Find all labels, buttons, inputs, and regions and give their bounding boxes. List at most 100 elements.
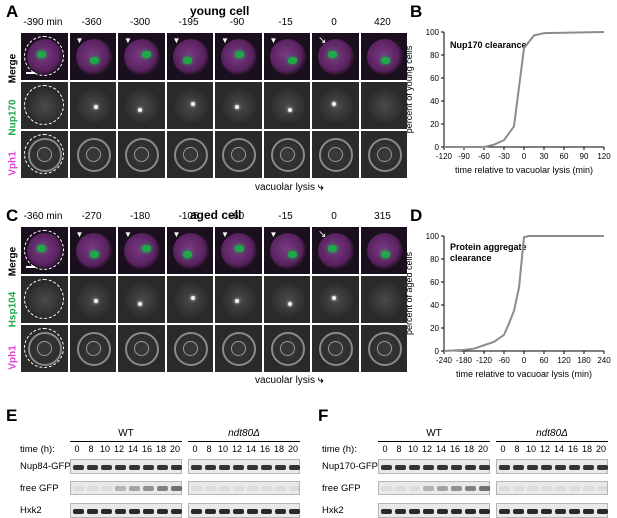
- blot-band: [380, 508, 392, 514]
- blot-band: [554, 464, 566, 470]
- blot-band: [394, 464, 406, 470]
- chart-title: clearance: [450, 253, 492, 263]
- blot-band: [464, 464, 476, 470]
- lane-number: 12: [113, 444, 124, 454]
- blot-band: [128, 508, 140, 514]
- hook-arrow-icon: ⤷: [317, 182, 324, 193]
- lane-number: 20: [169, 444, 180, 454]
- blot-band: [394, 508, 406, 514]
- micrograph-vph1: [214, 324, 263, 373]
- y-tick-label: 100: [426, 28, 440, 37]
- blot-band: [86, 508, 98, 514]
- micrograph-merge: ▼: [117, 32, 166, 81]
- arrowhead-icon: ▼: [221, 230, 229, 239]
- micrograph-gfp: [262, 81, 311, 130]
- blot-strip: [188, 503, 300, 518]
- scale-bar: [26, 72, 35, 74]
- blot-band: [526, 464, 538, 470]
- lane-number: 0: [74, 444, 80, 454]
- blot-band: [540, 508, 552, 514]
- x-tick-label: 90: [580, 152, 589, 161]
- x-tick-label: 0: [522, 356, 527, 365]
- micrograph-merge: ▼: [214, 226, 263, 275]
- micrograph-vph1: [359, 130, 408, 179]
- hook-arrow-icon: ⤷: [317, 375, 324, 386]
- blot-band: [498, 508, 510, 514]
- blot-band: [128, 464, 140, 470]
- blot-band: [218, 486, 230, 491]
- panel-a-title: young cell: [190, 4, 250, 18]
- micrograph-merge: ▼: [262, 32, 311, 81]
- y-axis-label: percent of young cells: [404, 45, 414, 133]
- arrowhead-icon: ▼: [221, 36, 229, 45]
- lane-number: 8: [396, 444, 402, 454]
- micrograph-merge: ▼: [68, 32, 117, 81]
- blot-band: [554, 508, 566, 514]
- time-label: -360: [81, 17, 102, 28]
- blot-band: [450, 464, 462, 470]
- scale-bar: [26, 266, 35, 268]
- lane-number: 14: [553, 444, 564, 454]
- x-tick-label: -60: [478, 152, 490, 161]
- blot-band: [394, 486, 406, 491]
- lane-number: 18: [155, 444, 166, 454]
- group-underline: [496, 441, 608, 442]
- x-tick-label: 30: [540, 152, 549, 161]
- lane-number: 12: [539, 444, 550, 454]
- micrograph-vph1: [20, 130, 69, 179]
- lane-number: 18: [581, 444, 592, 454]
- lane-number: 18: [273, 444, 284, 454]
- blot-band: [156, 464, 168, 470]
- blot-band: [596, 486, 608, 491]
- blot-band: [260, 508, 272, 514]
- micrograph-gfp: [214, 81, 263, 130]
- micrograph-merge: ▼: [68, 226, 117, 275]
- micrograph-gfp: [68, 81, 117, 130]
- lane-number: 20: [595, 444, 606, 454]
- lane-number: 20: [477, 444, 488, 454]
- blot-band: [260, 464, 272, 470]
- blot-band: [512, 486, 524, 491]
- blot-band: [408, 486, 420, 491]
- blot-band: [190, 508, 202, 514]
- blot-row-label: Nup170-GFP: [322, 461, 378, 472]
- x-tick-label: 60: [560, 152, 569, 161]
- blot-strip: [378, 503, 490, 518]
- blot-strip: [378, 481, 490, 495]
- arrowhead-icon: ▼: [75, 36, 84, 45]
- arrowhead-icon: ▼: [75, 230, 84, 239]
- blot-band: [288, 486, 300, 491]
- micrograph-vph1: [117, 130, 166, 179]
- blot-band: [232, 486, 244, 491]
- time-label: -390 min: [23, 17, 63, 28]
- group-underline: [188, 441, 300, 442]
- blot-band: [464, 508, 476, 514]
- blot-band: [596, 464, 608, 470]
- blot-band: [114, 486, 126, 491]
- blot-band: [436, 508, 448, 514]
- blot-band: [170, 508, 182, 514]
- panel-a-lysis-text: vacuolar lysis: [255, 182, 316, 193]
- blot-strip: [188, 459, 300, 474]
- y-tick-label: 20: [430, 324, 439, 333]
- blot-band: [526, 508, 538, 514]
- blot-band: [274, 486, 286, 491]
- panel-a-row-merge: Merge: [7, 53, 19, 84]
- blot-band: [582, 486, 594, 491]
- micrograph-vph1: [165, 130, 214, 179]
- blot-band: [540, 464, 552, 470]
- blot-band: [436, 486, 448, 491]
- blot-row-label: Hxk2: [20, 505, 42, 516]
- blot-band: [380, 486, 392, 491]
- micrograph-merge: [20, 226, 69, 275]
- micrograph-merge: [359, 32, 408, 81]
- blot-band: [232, 464, 244, 470]
- y-tick-label: 80: [430, 51, 439, 60]
- y-tick-label: 20: [430, 120, 439, 129]
- lane-number: 0: [382, 444, 388, 454]
- blot-band: [218, 508, 230, 514]
- y-tick-label: 0: [435, 347, 440, 356]
- blot-band: [72, 464, 84, 470]
- micrograph-gfp: [359, 275, 408, 324]
- panel-c-row-hsp104: Hsp104: [7, 291, 19, 328]
